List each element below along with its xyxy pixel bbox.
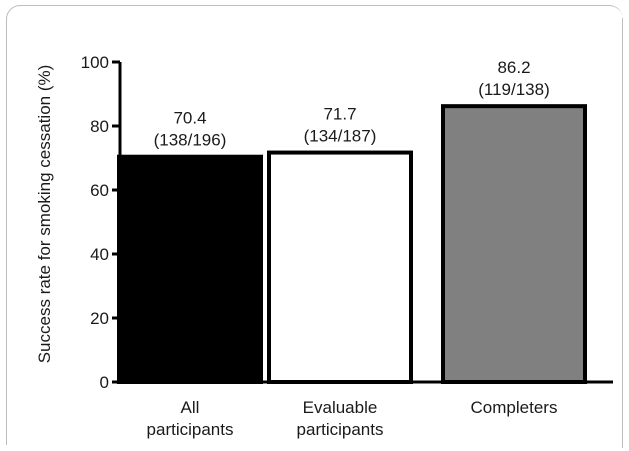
x-category-label: Evaluable	[303, 398, 378, 417]
bar-value-label: 70.4	[173, 109, 206, 128]
bars	[117, 104, 587, 384]
bar-value-label: 71.7	[323, 105, 356, 124]
y-tick-label: 0	[100, 373, 109, 392]
category-labels: All participants Evaluable participants Comp…	[147, 398, 558, 439]
y-tick-label: 100	[81, 53, 109, 72]
bar-count-label: (134/187)	[304, 127, 377, 146]
bar-value-label: 86.2	[497, 58, 530, 77]
y-tick-label: 80	[90, 117, 109, 136]
x-category-label: participants	[147, 420, 234, 439]
x-category-label: participants	[297, 420, 384, 439]
bar-count-label: (119/138)	[478, 80, 550, 99]
x-category-label: Completers	[471, 398, 558, 417]
bar-2	[267, 150, 413, 384]
y-tick-label: 60	[90, 181, 109, 200]
bar-3	[441, 104, 587, 384]
bar-labels: 70.4 (138/196) 71.7 (134/187) 86.2 (119/138)	[154, 58, 550, 150]
figure-frame	[6, 5, 623, 448]
y-axis-title: Success rate for smoking cessation (%)	[35, 65, 54, 364]
bar-count-label: (138/196)	[154, 131, 227, 150]
bar-1	[117, 154, 263, 384]
y-tick-label: 20	[90, 309, 109, 328]
y-tick-label: 40	[90, 245, 109, 264]
x-category-label: All	[181, 398, 200, 417]
y-ticks: 0 20 40 60 80 100	[81, 53, 120, 392]
